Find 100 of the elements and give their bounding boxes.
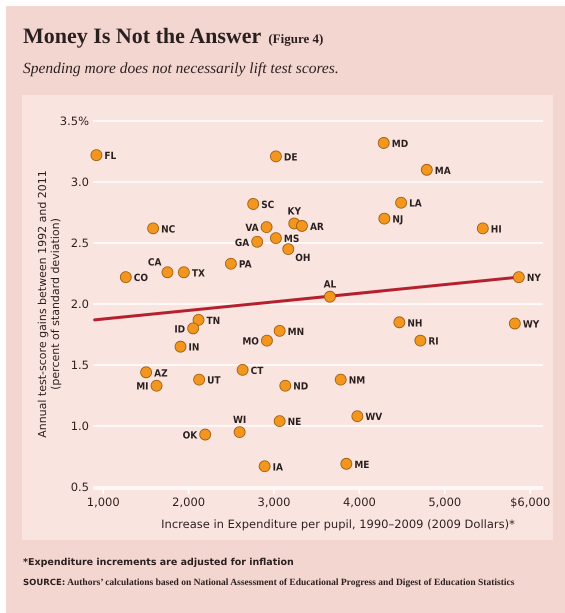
annotation: MS [284, 234, 300, 246]
annotation: CO [134, 273, 148, 284]
point [225, 258, 237, 270]
point [187, 322, 200, 334]
annotation: CA [148, 257, 162, 268]
annotation: SC [261, 200, 275, 211]
point [193, 374, 206, 386]
point [340, 458, 352, 470]
x-tick-label: 5,000 [428, 495, 462, 509]
point [296, 220, 308, 232]
point [258, 460, 271, 472]
point [150, 380, 162, 392]
annotation: RI [428, 336, 439, 348]
annotation: AZ [154, 368, 168, 380]
y-axis-title: Annual test-score gains between 1992 and 2011 (percent of standard deviation) [36, 170, 62, 438]
point [420, 164, 433, 176]
annotation: OK [182, 430, 198, 442]
annotation: NM [348, 376, 366, 387]
point [140, 366, 152, 378]
point [174, 340, 186, 353]
x-tick-label: $6,000 [510, 495, 550, 509]
x-axis-title: Increase in Expenditure per pupil, 1990–2009 (2009 Dollars)* [161, 517, 516, 531]
point [178, 266, 190, 278]
point [279, 380, 292, 392]
point [192, 314, 204, 326]
point [261, 334, 273, 346]
y-tick-label: 1.0 [70, 419, 89, 433]
annotation: GA [234, 238, 250, 249]
point [234, 426, 246, 438]
source-note: SOURCE: Authors’ calculations based on National Assessment of Educational Progress and Digest of Education Statistics [23, 578, 515, 588]
y-tick-label: 3.0 [70, 175, 89, 189]
annotation: ID [174, 324, 186, 336]
annotation: PA [238, 260, 252, 271]
annotation: OH [295, 253, 310, 264]
text: *Expenditure increments are adjusted for inflation [23, 557, 294, 568]
point [395, 196, 407, 209]
chart-subtitle: Spending more does not necessarily lift test scores. [23, 60, 339, 77]
annotation: IA [272, 462, 283, 474]
annotation: NY [526, 273, 542, 284]
point [247, 198, 260, 210]
annotation: NJ [392, 214, 404, 226]
point [270, 150, 282, 162]
chart-title: Money Is Not the Answer (Figure 4) [23, 23, 324, 48]
point [334, 374, 347, 386]
annotation: ND [293, 382, 308, 393]
point [378, 212, 390, 224]
annotation: MA [434, 166, 451, 177]
annotation: UT [207, 376, 222, 387]
point [508, 318, 521, 330]
annotation: AR [310, 222, 324, 233]
point [162, 266, 174, 278]
annotation: WV [365, 412, 382, 424]
x-tick-label: 3,000 [258, 495, 290, 509]
y-tick-label: 2.5 [70, 236, 89, 250]
point [512, 271, 525, 284]
annotation: VA [245, 223, 259, 234]
annotation: WY [522, 320, 540, 331]
annotation: KY [288, 206, 302, 218]
point [147, 222, 160, 234]
point [378, 137, 390, 149]
annotation: TX [192, 268, 205, 280]
point [414, 334, 426, 346]
point [324, 290, 336, 303]
point [351, 410, 364, 422]
y-tick-label: 1.5 [70, 358, 89, 372]
point [90, 149, 102, 162]
point [476, 222, 489, 234]
annotation: LA [409, 198, 422, 210]
point [393, 316, 406, 328]
annotation: TN [206, 316, 220, 327]
annotation: FL [104, 151, 117, 162]
annotation: IN [188, 342, 200, 354]
annotation: MI [136, 382, 149, 393]
x-tick-label: 1,000 [86, 495, 120, 509]
annotation: AL [324, 280, 337, 291]
point [274, 415, 286, 428]
annotation: MD [392, 138, 408, 150]
point [274, 324, 286, 337]
y-tick-label: 2.0 [70, 297, 89, 311]
point [270, 232, 282, 244]
y-tick-label: 0.5 [70, 480, 89, 494]
annotation: ME [354, 460, 370, 471]
annotation: NC [161, 224, 176, 236]
x-tick-label: 2,000 [172, 495, 206, 509]
point [199, 428, 212, 440]
annotation: WI [232, 415, 246, 426]
point [282, 243, 294, 255]
annotation: MO [242, 336, 260, 348]
annotation: CT [250, 366, 264, 377]
annotation: HI [490, 224, 502, 236]
point [251, 236, 264, 248]
annotation: NE [288, 417, 302, 428]
annotation: NH [407, 318, 422, 330]
annotation: DE [284, 152, 298, 164]
y-tick-label: 3.5% [60, 114, 90, 128]
x-tick-label: 4,000 [342, 495, 376, 509]
point [260, 221, 272, 234]
point [120, 271, 132, 284]
point [236, 364, 248, 376]
annotation: MN [288, 326, 304, 338]
